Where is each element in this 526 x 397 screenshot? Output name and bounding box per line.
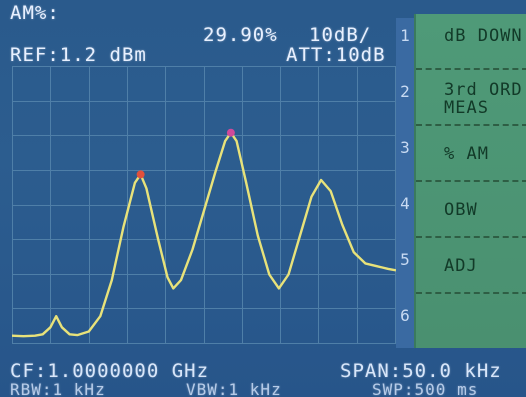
peak-marker	[136, 170, 145, 179]
softkey-label: % AM	[444, 144, 489, 164]
softkey-number: 3	[400, 138, 410, 157]
spectrum-plot	[12, 66, 396, 344]
peak-marker	[226, 128, 235, 137]
softkey-label: 3rd ORD	[444, 80, 523, 100]
softkey-blank[interactable]	[416, 294, 526, 350]
graticule	[12, 66, 396, 344]
softkey-label: OBW	[444, 200, 478, 220]
reference-level-readout: REF:1.2 dBm	[10, 44, 147, 66]
softkey-number: 2	[400, 82, 410, 101]
sweep-readout: SWP:500 ms	[372, 380, 479, 397]
softkey-number: 4	[400, 194, 410, 213]
vbw-readout: VBW:1 kHz	[186, 380, 282, 397]
rbw-readout: RBW:1 kHz	[10, 380, 106, 397]
softkey-percent-am[interactable]: % AM	[416, 126, 526, 182]
softkey-adj[interactable]: ADJ	[416, 238, 526, 294]
softkey-obw[interactable]: OBW	[416, 182, 526, 238]
marker-layer	[136, 128, 235, 179]
center-frequency-readout: CF:1.0000000 GHz	[10, 360, 210, 382]
softkey-db-down[interactable]: dB DOWN	[416, 14, 526, 70]
attenuation-readout: ATT:10dB	[286, 44, 386, 66]
softkey-label: ADJ	[444, 256, 478, 276]
softkey-number: 6	[400, 306, 410, 325]
softkey-number: 5	[400, 250, 410, 269]
softkey-label: MEAS	[444, 98, 489, 118]
mode-label: AM%:	[10, 2, 60, 24]
softkey-3rd-order-meas[interactable]: 3rd ORD MEAS	[416, 70, 526, 126]
softkey-number-column: 1 2 3 4 5 6	[396, 18, 414, 348]
softkey-label: dB DOWN	[444, 26, 523, 46]
softkey-panel: dB DOWN 3rd ORD MEAS % AM OBW ADJ	[414, 14, 526, 348]
spectrum-plot-svg	[12, 66, 396, 344]
softkey-number: 1	[400, 26, 410, 45]
spectrum-trace	[12, 131, 396, 338]
scale-readout: 10dB/	[309, 24, 372, 46]
am-percentage-readout: 29.90%	[203, 24, 278, 46]
span-readout: SPAN:50.0 kHz	[340, 360, 502, 382]
